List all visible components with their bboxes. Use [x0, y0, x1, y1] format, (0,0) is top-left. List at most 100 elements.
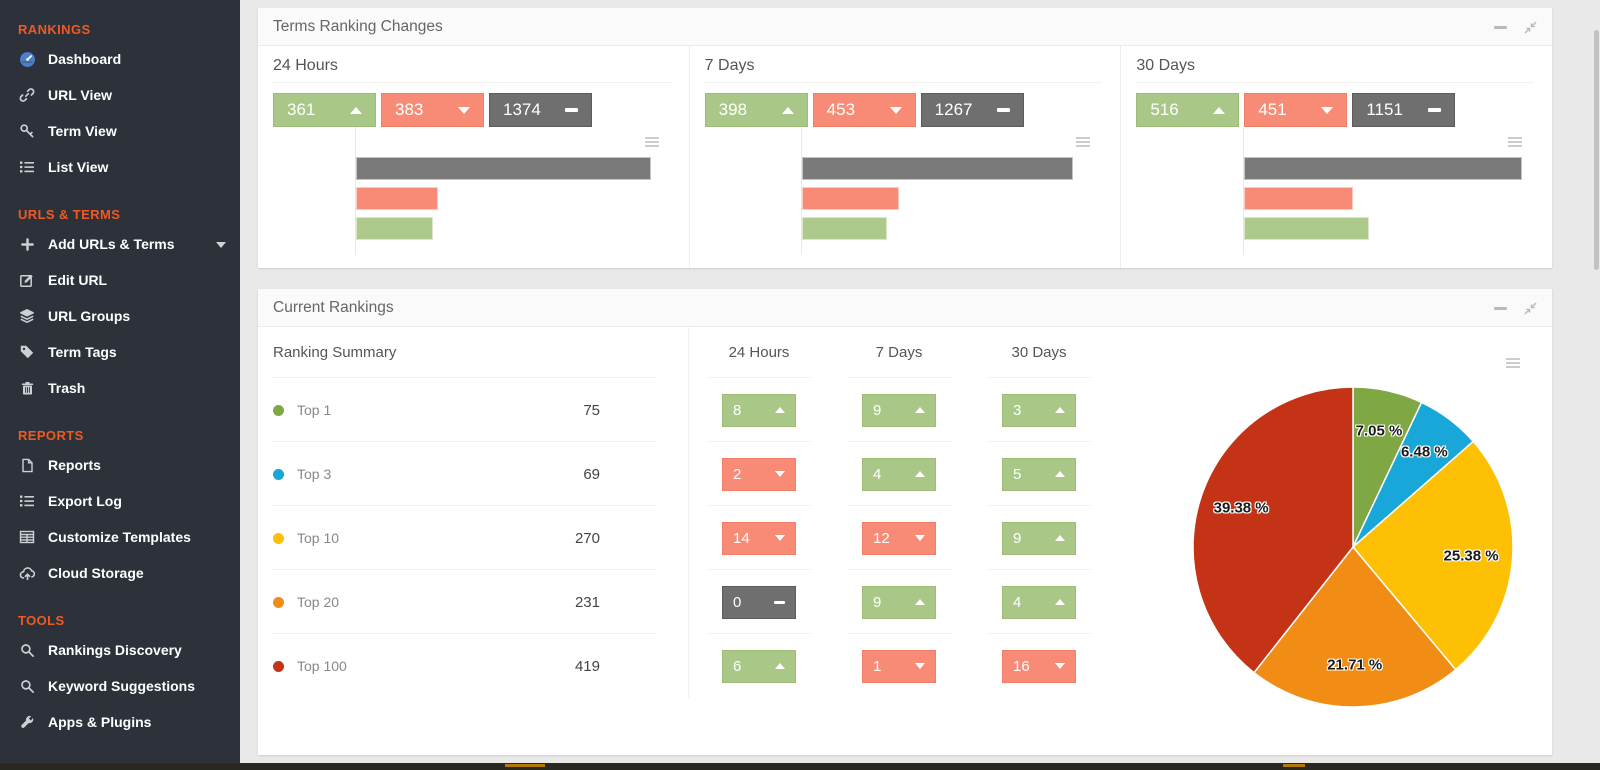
- column-heading: 7 Days: [704, 46, 1103, 83]
- up-badge: 361: [273, 93, 376, 127]
- chart-menu-icon[interactable]: [1076, 137, 1091, 149]
- change-badge: 3: [1002, 393, 1076, 427]
- current-rankings-panel: Current Rankings Ranking Summary Top 1 7…: [258, 289, 1552, 755]
- list-icon: [18, 158, 36, 176]
- chart-menu-icon[interactable]: [644, 137, 659, 149]
- bar-no-change[interactable]: [801, 157, 1074, 180]
- edit-icon: [18, 271, 36, 289]
- row-label: Top 3: [297, 466, 332, 482]
- bar-no-change[interactable]: [1244, 157, 1523, 180]
- sidebar-item-label: Customize Templates: [48, 529, 191, 545]
- sidebar-item-url-groups[interactable]: URL Groups: [0, 298, 240, 334]
- change-badge: 1: [862, 649, 936, 683]
- collapse-icon[interactable]: [1494, 25, 1507, 29]
- sidebar-item-export-log[interactable]: Export Log: [0, 483, 240, 519]
- terms-ranking-changes-panel: Terms Ranking Changes 24 Hours 361 383 1…: [258, 8, 1552, 268]
- sidebar-item-cloud-storage[interactable]: Cloud Storage: [0, 555, 240, 591]
- column-header: 30 Days: [969, 327, 1109, 378]
- sidebar-section-urls-terms: URLS & TERMS: [18, 207, 121, 222]
- sidebar-item-dashboard[interactable]: Dashboard: [0, 41, 240, 77]
- column-heading: 24 Hours: [273, 46, 671, 83]
- sidebar-item-list-view[interactable]: List View: [0, 149, 240, 185]
- pie-slice-top-10[interactable]: [1351, 440, 1514, 671]
- bar-moved-up[interactable]: [1244, 217, 1369, 240]
- search-icon: [18, 641, 36, 659]
- sidebar-item-apps-plugins[interactable]: Apps & Plugins: [0, 704, 240, 740]
- pie-slice-top-20[interactable]: [1252, 545, 1457, 708]
- trc-column-24-hours: 24 Hours 361 383 1374: [258, 46, 689, 268]
- rankings-pie-chart: 7.05 % 6.48 % 25.38 % 21.71 % 39.38 %: [1188, 382, 1518, 712]
- row-count: 270: [574, 529, 600, 547]
- bar-chart-24-hours: [355, 127, 651, 255]
- row-count: 231: [574, 593, 600, 611]
- sidebar-item-label: Dashboard: [48, 51, 122, 67]
- bar-moved-down[interactable]: [356, 187, 439, 210]
- top100-dot: [273, 660, 284, 672]
- bar-moved-up[interactable]: [356, 217, 434, 240]
- sidebar-item-label: Term View: [48, 123, 117, 139]
- row-label: Top 20: [297, 594, 340, 610]
- panel-title: Terms Ranking Changes: [273, 17, 443, 35]
- row-label: Top 1: [297, 402, 332, 418]
- sidebar-item-edit-url[interactable]: Edit URL: [0, 262, 240, 298]
- collapse-icon[interactable]: [1494, 306, 1507, 310]
- change-badge: 9: [862, 393, 936, 427]
- column-header: 7 Days: [829, 327, 969, 378]
- row-count: 75: [583, 401, 600, 419]
- change-badge: 6: [722, 649, 796, 683]
- row-label: Top 10: [297, 530, 340, 546]
- sidebar-item-label: Edit URL: [48, 272, 108, 288]
- no-change-badge: 1374: [489, 93, 592, 127]
- bar-moved-up[interactable]: [801, 217, 887, 240]
- chart-menu-icon[interactable]: [1506, 358, 1520, 370]
- sidebar-item-label: URL View: [48, 87, 113, 103]
- compress-icon[interactable]: [1523, 301, 1538, 316]
- sidebar-item-trash[interactable]: Trash: [0, 370, 240, 406]
- vertical-scrollbar[interactable]: [1594, 30, 1599, 270]
- sidebar-item-rankings-discovery[interactable]: Rankings Discovery: [0, 632, 240, 668]
- change-badge: 4: [1002, 585, 1076, 619]
- column-7-days: 7 Days 9 4 12 9 1: [829, 327, 969, 698]
- pie-label: 25.38 %: [1443, 547, 1499, 565]
- table-row[interactable]: Top 3 69: [258, 442, 688, 506]
- table-row[interactable]: Top 1 75: [258, 378, 688, 442]
- sidebar: RANKINGS Dashboard URL View Term View Li…: [0, 0, 240, 763]
- sidebar-item-customize-templates[interactable]: Customize Templates: [0, 519, 240, 555]
- bar-no-change[interactable]: [356, 157, 651, 180]
- minus-icon: [996, 108, 1010, 112]
- sidebar-item-term-tags[interactable]: Term Tags: [0, 334, 240, 370]
- sidebar-item-term-view[interactable]: Term View: [0, 113, 240, 149]
- panel-title: Current Rankings: [273, 298, 394, 316]
- bar-moved-down[interactable]: [1244, 187, 1354, 210]
- change-badge: 0: [722, 585, 796, 619]
- below-fold-content-edge: [0, 763, 1600, 770]
- change-badge: 9: [1002, 521, 1076, 555]
- column-24-hours: 24 Hours 8 2 14 0 6: [689, 327, 829, 698]
- compress-icon[interactable]: [1523, 20, 1538, 35]
- pie-slice-top-100[interactable]: [1192, 386, 1354, 674]
- file-icon: [18, 456, 36, 474]
- change-badge: 2: [722, 457, 796, 491]
- top1-dot: [273, 404, 284, 416]
- no-change-badge: 1267: [920, 93, 1024, 127]
- sidebar-item-label: Add URLs & Terms: [48, 236, 175, 252]
- panel-header: Current Rankings: [258, 289, 1552, 327]
- table-row[interactable]: Top 100 419: [258, 634, 688, 698]
- bar-moved-down[interactable]: [801, 187, 899, 210]
- sidebar-item-label: Reports: [48, 457, 101, 473]
- sidebar-item-keyword-suggestions[interactable]: Keyword Suggestions: [0, 668, 240, 704]
- up-arrow-icon: [781, 106, 794, 114]
- up-badge: 516: [1136, 93, 1240, 127]
- sidebar-item-url-view[interactable]: URL View: [0, 77, 240, 113]
- table-row[interactable]: Top 10 270: [258, 506, 688, 570]
- sidebar-item-add-urls-terms[interactable]: Add URLs & Terms: [0, 226, 240, 262]
- chart-menu-icon[interactable]: [1508, 137, 1523, 149]
- sidebar-item-reports[interactable]: Reports: [0, 447, 240, 483]
- chevron-down-icon[interactable]: [216, 242, 226, 248]
- sidebar-item-label: Trash: [48, 380, 86, 396]
- sidebar-item-label: Term Tags: [48, 344, 117, 360]
- column-header: 24 Hours: [689, 327, 829, 378]
- cloud-upload-icon: [18, 564, 36, 582]
- trash-icon: [18, 379, 36, 397]
- table-row[interactable]: Top 20 231: [258, 570, 688, 634]
